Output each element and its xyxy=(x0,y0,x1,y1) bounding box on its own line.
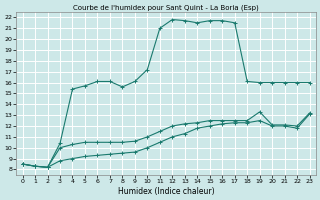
Title: Courbe de l'humidex pour Sant Quint - La Boria (Esp): Courbe de l'humidex pour Sant Quint - La… xyxy=(73,4,259,11)
X-axis label: Humidex (Indice chaleur): Humidex (Indice chaleur) xyxy=(118,187,214,196)
